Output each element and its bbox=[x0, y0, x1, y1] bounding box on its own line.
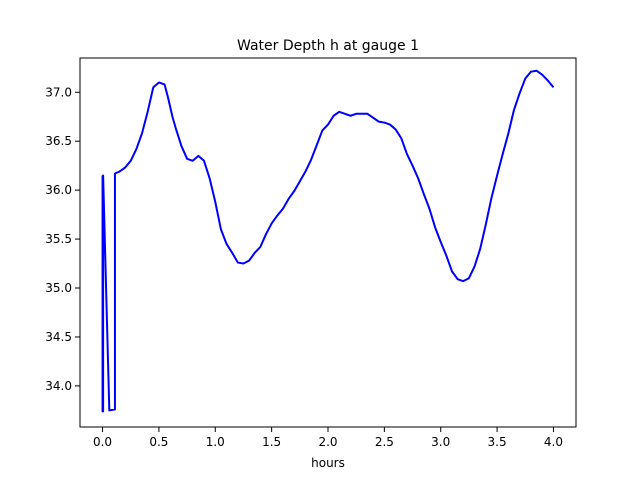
x-tick-label: 2.5 bbox=[375, 435, 394, 449]
x-axis-label: hours bbox=[311, 456, 345, 470]
y-axis: 34.0 34.5 35.0 35.5 36.0 36.5 37.0 bbox=[45, 85, 80, 393]
x-tick-label: 0.0 bbox=[93, 435, 112, 449]
y-tick-label: 35.0 bbox=[45, 281, 72, 295]
y-tick-label: 34.0 bbox=[45, 379, 72, 393]
x-tick-label: 1.0 bbox=[206, 435, 225, 449]
x-tick-label: 0.5 bbox=[149, 435, 168, 449]
x-tick-label: 4.0 bbox=[544, 435, 563, 449]
y-tick-label: 36.5 bbox=[45, 134, 72, 148]
x-tick-label: 3.0 bbox=[431, 435, 450, 449]
x-tick-label: 2.0 bbox=[318, 435, 337, 449]
series-line bbox=[101, 69, 555, 413]
chart-title: Water Depth h at gauge 1 bbox=[237, 38, 419, 54]
plot-area bbox=[101, 69, 555, 413]
y-tick-label: 36.0 bbox=[45, 183, 72, 197]
plot-frame bbox=[79, 57, 577, 428]
x-tick-label: 3.5 bbox=[488, 435, 507, 449]
x-tick-label: 1.5 bbox=[262, 435, 281, 449]
y-tick-label: 35.5 bbox=[45, 232, 72, 246]
x-axis: 0.0 0.5 1.0 1.5 2.0 2.5 3.0 3.5 4.0 bbox=[93, 427, 563, 449]
y-tick-label: 34.5 bbox=[45, 330, 72, 344]
y-tick-label: 37.0 bbox=[45, 85, 72, 99]
